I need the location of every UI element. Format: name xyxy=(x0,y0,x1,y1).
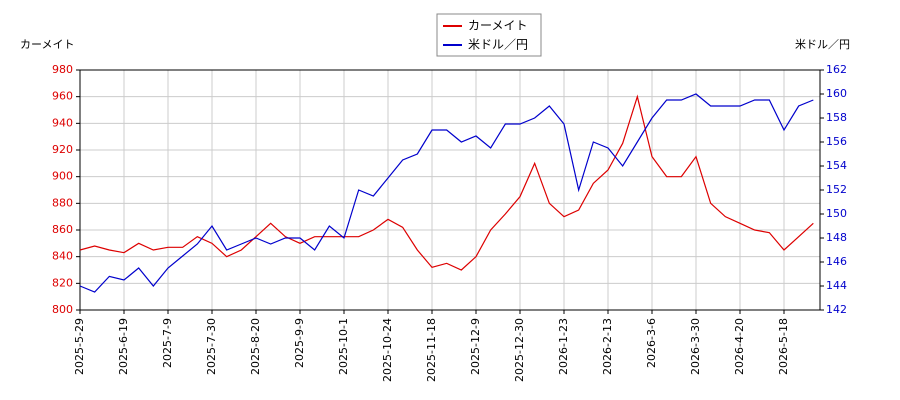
plot-frame xyxy=(79,69,821,311)
x-tick-label: 2025-12-30 xyxy=(513,318,526,382)
x-tick-label: 2025-12-9 xyxy=(469,318,482,375)
x-tick-label: 2026-3-30 xyxy=(689,318,702,375)
x-tick-label: 2025-5-29 xyxy=(73,318,86,375)
x-tick-label: 2025-10-24 xyxy=(381,318,394,382)
y2-tick-label: 160 xyxy=(826,87,847,100)
y-tick-label: 860 xyxy=(52,223,73,236)
y2-tick-label: 152 xyxy=(826,183,847,196)
x-tick-label: 2025-11-18 xyxy=(425,318,438,382)
y2-tick-label: 156 xyxy=(826,135,847,148)
x-tick-label: 2026-4-20 xyxy=(733,318,746,375)
y-tick-label: 800 xyxy=(52,303,73,316)
y-tick-label: 980 xyxy=(52,63,73,76)
legend-label: カーメイト xyxy=(468,19,528,33)
x-tick-label: 2025-9-9 xyxy=(293,318,306,368)
y-tick-label: 820 xyxy=(52,276,73,289)
y2-tick-label: 150 xyxy=(826,207,847,220)
y2-tick-label: 148 xyxy=(826,231,847,244)
legend-label: 米ドル／円 xyxy=(468,38,528,52)
y2-tick-label: 142 xyxy=(826,303,847,316)
y2-tick-label: 154 xyxy=(826,159,847,172)
y-tick-label: 920 xyxy=(52,143,73,156)
series-line xyxy=(79,93,814,293)
x-tick-label: 2025-7-9 xyxy=(161,318,174,368)
legend xyxy=(436,13,542,57)
x-tick-label: 2026-1-23 xyxy=(557,318,570,375)
x-tick-label: 2025-6-19 xyxy=(117,318,130,375)
y2-axis-title: 米ドル／円 xyxy=(795,38,850,51)
y2-tick-label: 144 xyxy=(826,279,847,292)
x-tick-label: 2025-7-30 xyxy=(205,318,218,375)
series-line xyxy=(79,94,814,271)
x-tick-label: 2026-2-13 xyxy=(601,318,614,375)
x-tick-label: 2026-3-6 xyxy=(645,318,658,368)
y2-tick-label: 158 xyxy=(826,111,847,124)
x-tick-label: 2025-8-20 xyxy=(249,318,262,375)
y-tick-label: 840 xyxy=(52,250,73,263)
x-tick-label: 2026-5-18 xyxy=(777,318,790,375)
y-tick-label: 940 xyxy=(52,116,73,129)
y-tick-label: 880 xyxy=(52,196,73,209)
y-tick-label: 960 xyxy=(52,90,73,103)
y2-tick-label: 162 xyxy=(826,63,847,76)
y-axis-title: カーメイト xyxy=(20,38,75,51)
y2-tick-label: 146 xyxy=(826,255,847,268)
x-tick-label: 2025-10-1 xyxy=(337,318,350,375)
y-tick-label: 900 xyxy=(52,170,73,183)
